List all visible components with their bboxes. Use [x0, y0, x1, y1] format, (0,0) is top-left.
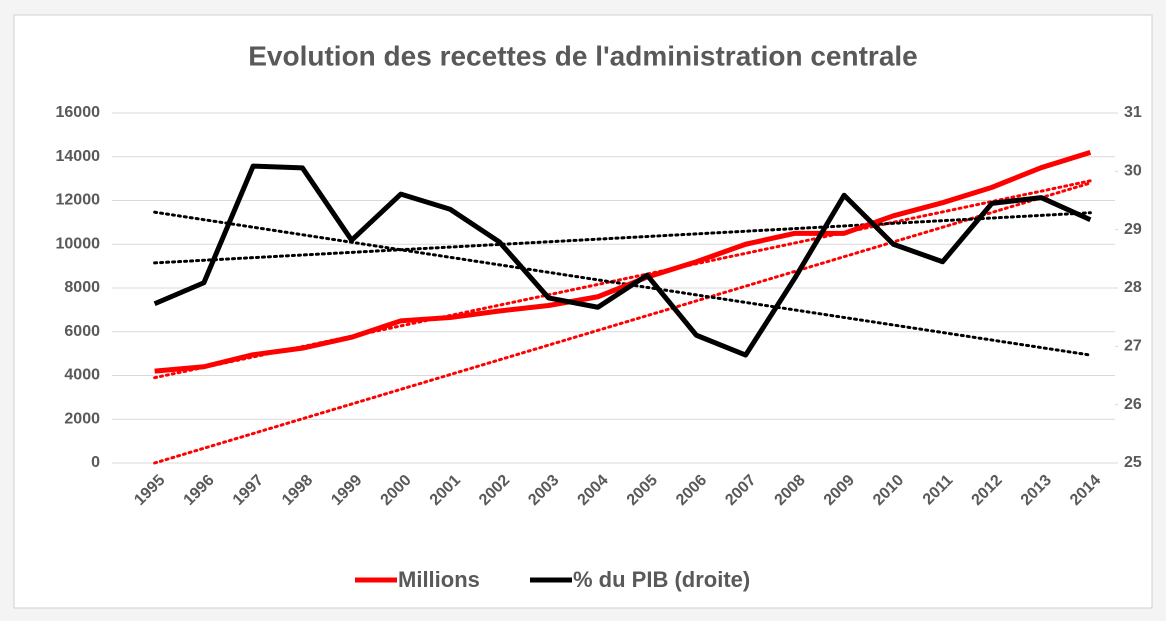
chart-frame: [13, 14, 1153, 609]
trendline: [153, 210, 1092, 357]
y-tick-label: 6000: [64, 323, 100, 340]
y2-tick-label: 27: [1124, 338, 1142, 355]
y-tick-label: 8000: [64, 279, 100, 296]
legend-label: % du PIB (droite): [573, 567, 750, 592]
series-line: [154, 149, 1092, 374]
y2-tick-label: 25: [1124, 454, 1142, 471]
y-tick-label: 10000: [56, 235, 101, 252]
trendline: [153, 181, 1092, 465]
trendline: [153, 211, 1092, 265]
series-line: [153, 163, 1092, 358]
legend-label: Millions: [398, 567, 480, 592]
y2-tick-label: 29: [1124, 221, 1142, 238]
y2-tick-label: 28: [1124, 279, 1142, 296]
chart-title: Evolution des recettes de l'administrati…: [248, 40, 918, 71]
y-tick-label: 16000: [56, 104, 101, 121]
y2-tick-label: 26: [1124, 396, 1142, 413]
y2-tick-label: 30: [1124, 163, 1142, 180]
y-tick-label: 2000: [64, 410, 100, 427]
y-tick-label: 12000: [56, 192, 101, 209]
y-tick-label: 0: [91, 454, 100, 471]
y2-tick-label: 31: [1124, 104, 1142, 121]
y-tick-label: 14000: [56, 148, 101, 165]
y-tick-label: 4000: [64, 367, 100, 384]
